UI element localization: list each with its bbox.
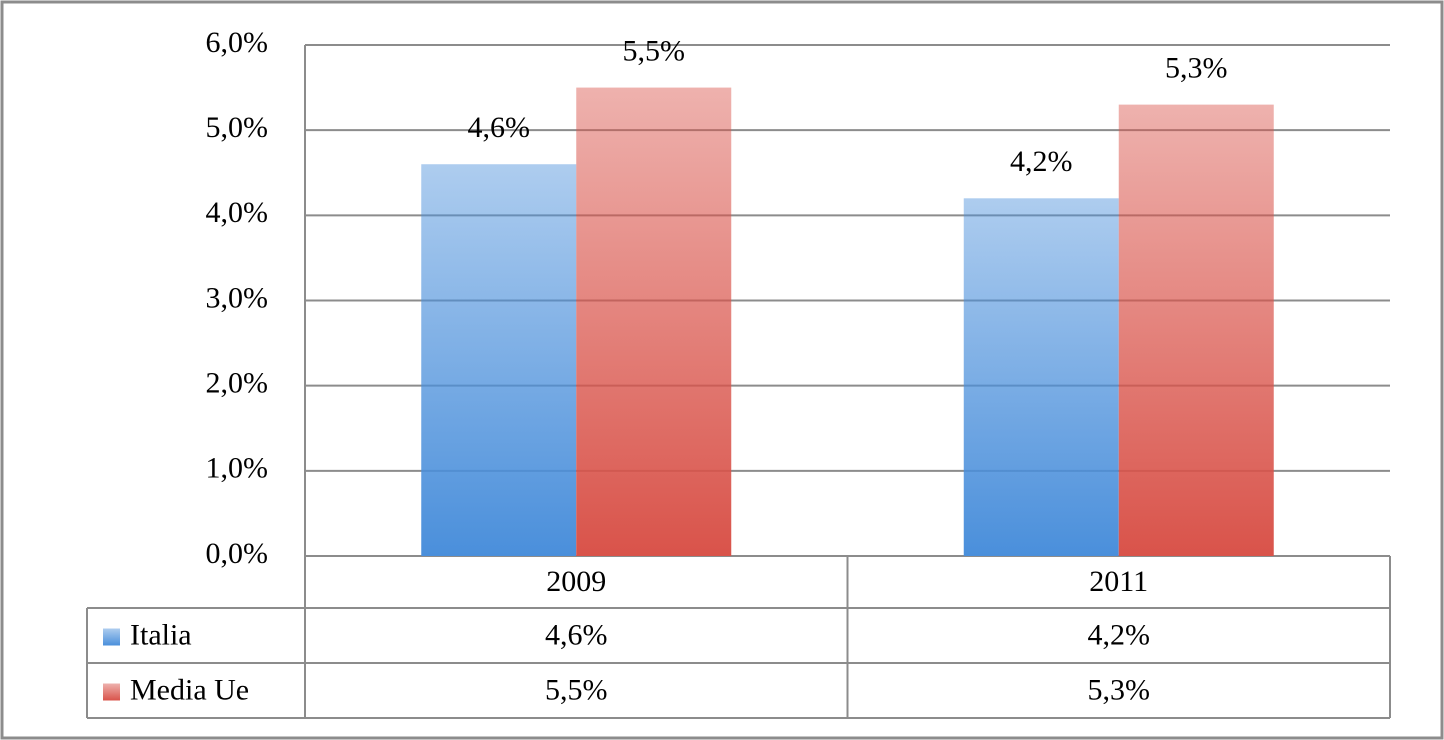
bar [1118, 104, 1274, 556]
legend-label: Media Ue [130, 673, 249, 706]
x-tick-label: 2009 [546, 565, 606, 598]
x-tick-label: 2011 [1089, 565, 1148, 598]
data-label: 5,5% [623, 34, 686, 67]
legend-swatch [103, 683, 120, 701]
y-tick-label: 6,0% [206, 26, 269, 59]
table-value: 5,5% [545, 673, 608, 706]
data-label: 5,3% [1165, 52, 1228, 85]
y-tick-label: 3,0% [206, 281, 269, 314]
table-value: 4,6% [545, 618, 608, 651]
y-tick-label: 1,0% [206, 452, 269, 485]
legend-label: Italia [130, 618, 192, 651]
y-tick-label: 4,0% [206, 196, 269, 229]
data-label: 4,6% [468, 111, 531, 144]
bar [963, 198, 1119, 557]
data-label: 4,2% [1010, 145, 1073, 178]
y-tick-label: 5,0% [206, 111, 269, 144]
table-value: 5,3% [1088, 673, 1151, 706]
table-value: 4,2% [1088, 618, 1151, 651]
bar [421, 164, 577, 556]
y-tick-label: 0,0% [206, 537, 269, 570]
bar [576, 87, 732, 556]
legend-swatch [103, 628, 120, 646]
y-tick-label: 2,0% [206, 367, 269, 400]
